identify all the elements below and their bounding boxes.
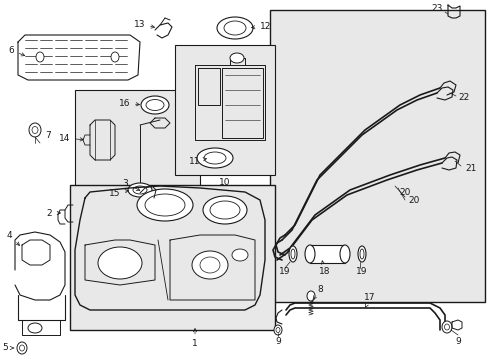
Ellipse shape	[133, 186, 147, 194]
Ellipse shape	[441, 321, 451, 333]
Ellipse shape	[111, 52, 119, 62]
Text: 2: 2	[46, 208, 61, 217]
Ellipse shape	[137, 189, 193, 221]
Ellipse shape	[217, 17, 252, 39]
Bar	[75, 90, 200, 210]
Ellipse shape	[203, 196, 246, 224]
Text: 7: 7	[45, 131, 51, 140]
Text: 6: 6	[8, 45, 25, 56]
Ellipse shape	[36, 52, 44, 62]
Ellipse shape	[145, 194, 184, 216]
Text: 12: 12	[251, 22, 271, 31]
Text: 11: 11	[188, 157, 206, 166]
Text: 14: 14	[59, 134, 83, 143]
Ellipse shape	[229, 53, 244, 63]
Text: 23: 23	[431, 4, 442, 13]
Ellipse shape	[275, 328, 280, 333]
Ellipse shape	[359, 249, 363, 259]
Text: 13: 13	[133, 19, 154, 28]
Ellipse shape	[231, 249, 247, 261]
Bar	[309, 245, 345, 263]
Ellipse shape	[98, 247, 142, 279]
Text: 4: 4	[6, 230, 20, 246]
Ellipse shape	[203, 152, 225, 164]
Ellipse shape	[192, 251, 227, 279]
Ellipse shape	[290, 249, 294, 259]
Text: 9: 9	[275, 338, 280, 346]
Text: 20: 20	[399, 188, 410, 197]
Text: 21: 21	[464, 163, 475, 172]
Ellipse shape	[29, 123, 41, 137]
Text: 1: 1	[192, 329, 198, 348]
Ellipse shape	[17, 342, 27, 354]
Ellipse shape	[357, 246, 365, 262]
Text: 19: 19	[279, 267, 290, 276]
Text: 17: 17	[364, 293, 375, 308]
Ellipse shape	[273, 325, 282, 335]
Text: 16: 16	[118, 99, 139, 108]
Text: 9: 9	[454, 338, 460, 346]
Bar	[70, 185, 274, 330]
Ellipse shape	[141, 96, 169, 114]
Text: 3: 3	[122, 179, 140, 190]
Ellipse shape	[20, 345, 24, 351]
Text: 19: 19	[356, 267, 367, 276]
Text: 22: 22	[457, 93, 468, 102]
Ellipse shape	[209, 201, 240, 219]
Bar	[269, 10, 484, 302]
Ellipse shape	[224, 21, 245, 35]
Text: 5: 5	[2, 343, 14, 352]
Bar	[175, 45, 274, 175]
Ellipse shape	[146, 99, 163, 111]
Text: 10: 10	[219, 177, 230, 186]
Ellipse shape	[28, 323, 42, 333]
Text: 8: 8	[312, 285, 322, 300]
Ellipse shape	[32, 126, 38, 134]
Ellipse shape	[339, 245, 349, 263]
Text: 20: 20	[407, 195, 419, 204]
Ellipse shape	[200, 257, 220, 273]
Text: 18: 18	[319, 261, 330, 276]
Ellipse shape	[288, 246, 296, 262]
Ellipse shape	[305, 245, 314, 263]
Ellipse shape	[197, 148, 232, 168]
Ellipse shape	[306, 291, 314, 301]
Text: 15: 15	[108, 189, 128, 198]
Ellipse shape	[444, 324, 448, 330]
Ellipse shape	[128, 183, 152, 197]
